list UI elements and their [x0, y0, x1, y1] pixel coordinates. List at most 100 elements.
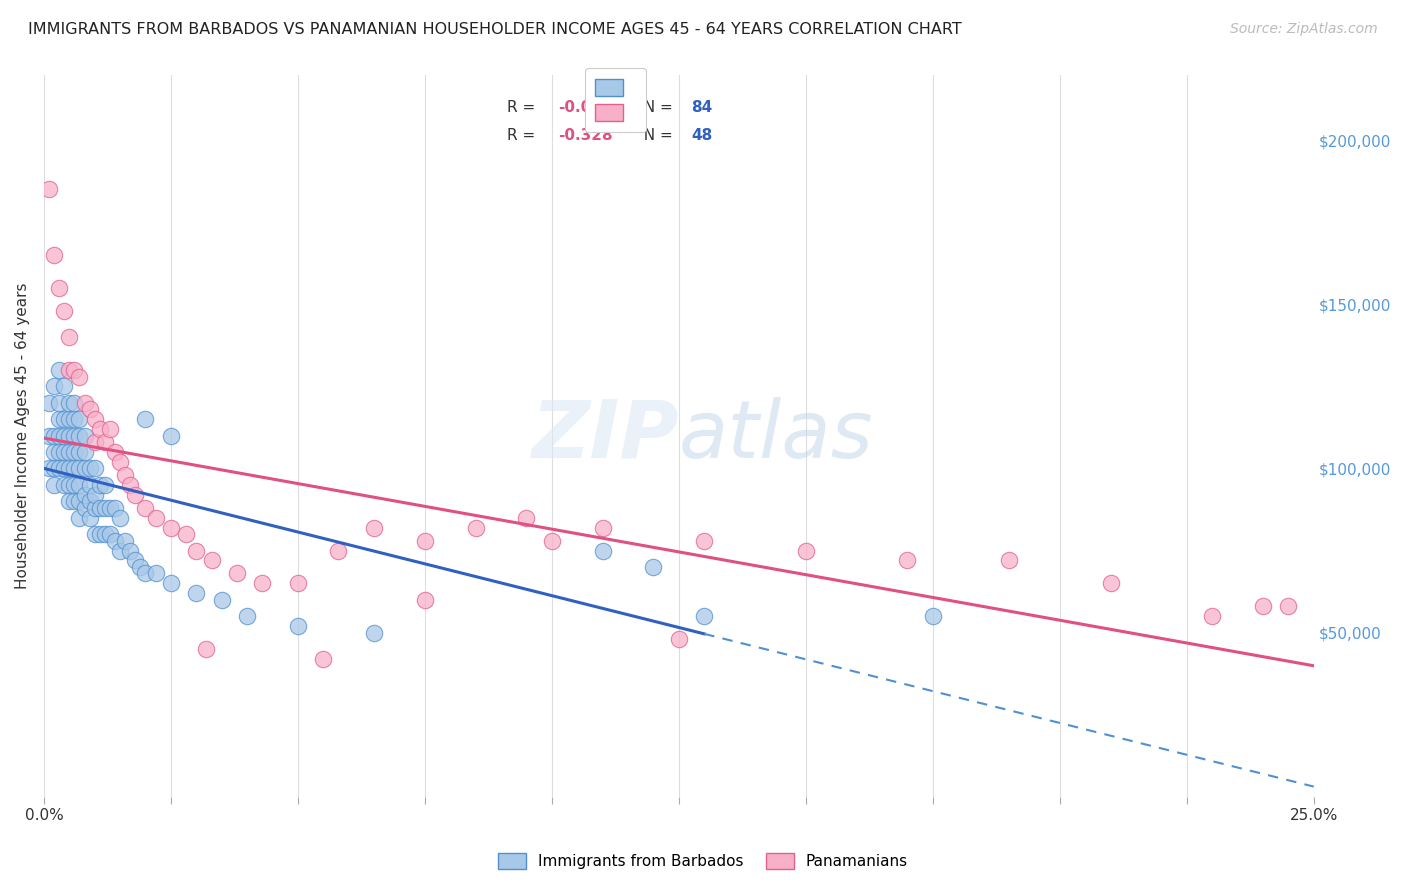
Point: [73, 445, 96, 459]
Point: [129, 560, 152, 574]
Text: -0.069: -0.069: [558, 100, 613, 114]
Point: [53, 379, 76, 393]
Point: [1201, 609, 1223, 624]
Point: [160, 520, 183, 534]
Text: N =: N =: [634, 100, 678, 114]
Point: [134, 412, 156, 426]
Point: [58, 461, 80, 475]
Point: [104, 533, 127, 548]
Point: [114, 468, 136, 483]
Point: [38, 396, 60, 410]
Point: [42, 428, 65, 442]
Point: [693, 533, 716, 548]
Point: [58, 494, 80, 508]
Point: [38, 428, 60, 442]
Point: [540, 533, 562, 548]
Point: [413, 533, 436, 548]
Point: [287, 576, 309, 591]
Point: [108, 510, 131, 524]
Point: [58, 412, 80, 426]
Text: IMMIGRANTS FROM BARBADOS VS PANAMANIAN HOUSEHOLDER INCOME AGES 45 - 64 YEARS COR: IMMIGRANTS FROM BARBADOS VS PANAMANIAN H…: [28, 22, 962, 37]
Point: [63, 461, 86, 475]
Point: [69, 494, 91, 508]
Point: [83, 461, 105, 475]
Point: [211, 592, 233, 607]
Point: [1277, 599, 1299, 614]
Point: [69, 478, 91, 492]
Text: Source: ZipAtlas.com: Source: ZipAtlas.com: [1230, 22, 1378, 37]
Point: [94, 500, 117, 515]
Point: [1251, 599, 1274, 614]
Text: R =: R =: [508, 128, 540, 144]
Y-axis label: Householder Income Ages 45 - 64 years: Householder Income Ages 45 - 64 years: [15, 283, 30, 589]
Point: [58, 428, 80, 442]
Point: [79, 461, 101, 475]
Point: [69, 369, 91, 384]
Point: [73, 500, 96, 515]
Point: [58, 363, 80, 377]
Point: [63, 412, 86, 426]
Point: [38, 182, 60, 196]
Point: [794, 543, 817, 558]
Point: [89, 478, 111, 492]
Point: [89, 500, 111, 515]
Point: [312, 652, 335, 666]
Point: [124, 488, 146, 502]
Point: [413, 592, 436, 607]
Point: [42, 248, 65, 262]
Point: [328, 543, 350, 558]
Text: -0.328: -0.328: [558, 128, 613, 144]
Point: [145, 566, 167, 581]
Point: [53, 445, 76, 459]
Point: [998, 553, 1021, 567]
Point: [42, 445, 65, 459]
Text: R =: R =: [508, 100, 540, 114]
Point: [58, 478, 80, 492]
Point: [643, 560, 665, 574]
Point: [69, 461, 91, 475]
Point: [145, 510, 167, 524]
Point: [42, 461, 65, 475]
Text: 48: 48: [692, 128, 713, 144]
Point: [42, 379, 65, 393]
Point: [464, 520, 486, 534]
Point: [42, 478, 65, 492]
Point: [63, 428, 86, 442]
Point: [98, 527, 121, 541]
Point: [48, 281, 70, 295]
Point: [104, 500, 127, 515]
Text: atlas: atlas: [679, 397, 873, 475]
Point: [79, 478, 101, 492]
Point: [69, 510, 91, 524]
Point: [287, 619, 309, 633]
Point: [114, 533, 136, 548]
Point: [63, 494, 86, 508]
Point: [48, 428, 70, 442]
Point: [363, 625, 385, 640]
Point: [195, 642, 218, 657]
Point: [225, 566, 247, 581]
Point: [174, 527, 197, 541]
Point: [73, 396, 96, 410]
Point: [108, 543, 131, 558]
Point: [252, 576, 274, 591]
Point: [73, 461, 96, 475]
Point: [120, 478, 142, 492]
Point: [98, 500, 121, 515]
Point: [63, 478, 86, 492]
Point: [63, 363, 86, 377]
Point: [53, 461, 76, 475]
Point: [124, 553, 146, 567]
Point: [53, 478, 76, 492]
Point: [48, 396, 70, 410]
Point: [69, 412, 91, 426]
Point: [73, 428, 96, 442]
Point: [104, 445, 127, 459]
Point: [515, 510, 537, 524]
Point: [668, 632, 690, 647]
Point: [58, 396, 80, 410]
Point: [693, 609, 716, 624]
Point: [94, 435, 117, 450]
Point: [53, 412, 76, 426]
Point: [48, 363, 70, 377]
